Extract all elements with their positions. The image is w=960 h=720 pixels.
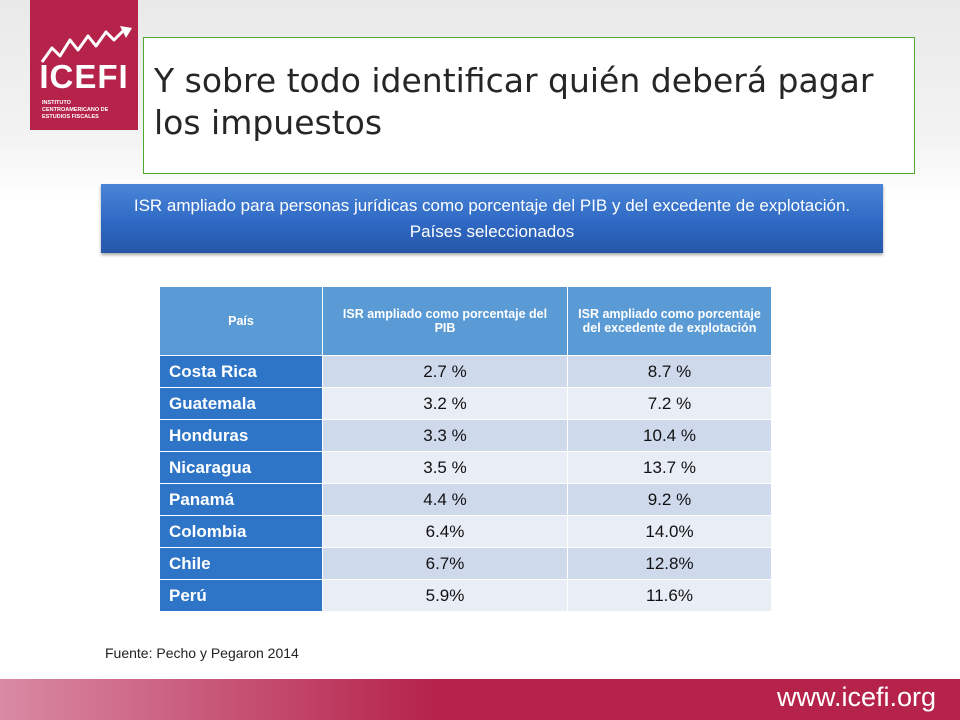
- table-row: Honduras 3.3 % 10.4 %: [159, 419, 772, 452]
- table-row: Colombia 6.4% 14.0%: [159, 515, 772, 548]
- country-cell: Costa Rica: [159, 355, 323, 388]
- excedente-cell: 14.0%: [567, 515, 772, 548]
- excedente-cell: 8.7 %: [567, 355, 772, 388]
- table-header-row: País ISR ampliado como porcentaje del PI…: [159, 286, 772, 356]
- excedente-cell: 7.2 %: [567, 387, 772, 420]
- table-row: Panamá 4.4 % 9.2 %: [159, 483, 772, 516]
- table-row: Costa Rica 2.7 % 8.7 %: [159, 355, 772, 388]
- pib-cell: 2.7 %: [322, 355, 568, 388]
- icefi-logo: ICEFI INSTITUTO CENTROAMERICANO DE ESTUD…: [30, 0, 138, 130]
- column-header-pib: ISR ampliado como porcentaje del PIB: [322, 286, 568, 356]
- excedente-cell: 9.2 %: [567, 483, 772, 516]
- title-box: Y sobre todo identificar quién deberá pa…: [143, 37, 915, 174]
- excedente-cell: 10.4 %: [567, 419, 772, 452]
- country-cell: Perú: [159, 579, 323, 612]
- source-note: Fuente: Pecho y Pegaron 2014: [105, 645, 299, 661]
- excedente-cell: 12.8%: [567, 547, 772, 580]
- column-header-country: País: [159, 286, 323, 356]
- isr-table: País ISR ampliado como porcentaje del PI…: [159, 286, 772, 612]
- pib-cell: 6.7%: [322, 547, 568, 580]
- pib-cell: 5.9%: [322, 579, 568, 612]
- pib-cell: 3.5 %: [322, 451, 568, 484]
- excedente-cell: 13.7 %: [567, 451, 772, 484]
- table-row: Chile 6.7% 12.8%: [159, 547, 772, 580]
- trend-line-icon: [40, 26, 132, 63]
- country-cell: Panamá: [159, 483, 323, 516]
- country-cell: Chile: [159, 547, 323, 580]
- slide-title: Y sobre todo identificar quién deberá pa…: [154, 61, 874, 142]
- country-cell: Guatemala: [159, 387, 323, 420]
- website-link[interactable]: www.icefi.org: [776, 682, 936, 712]
- pib-cell: 3.3 %: [322, 419, 568, 452]
- table-row: Nicaragua 3.5 % 13.7 %: [159, 451, 772, 484]
- country-cell: Honduras: [159, 419, 323, 452]
- column-header-excedente: ISR ampliado como porcentaje del exceden…: [567, 286, 772, 356]
- table-row: Perú 5.9% 11.6%: [159, 579, 772, 612]
- pib-cell: 6.4%: [322, 515, 568, 548]
- footer-bar: www.icefi.org: [0, 679, 960, 720]
- logo-wordmark: ICEFI: [39, 58, 129, 95]
- table-row: Guatemala 3.2 % 7.2 %: [159, 387, 772, 420]
- excedente-cell: 11.6%: [567, 579, 772, 612]
- country-cell: Colombia: [159, 515, 323, 548]
- country-cell: Nicaragua: [159, 451, 323, 484]
- table-caption-banner: ISR ampliado para personas jurídicas com…: [101, 184, 883, 253]
- table-caption: ISR ampliado para personas jurídicas com…: [133, 195, 851, 241]
- logo-subtitle: INSTITUTO CENTROAMERICANO DE ESTUDIOS FI…: [42, 100, 109, 120]
- pib-cell: 4.4 %: [322, 483, 568, 516]
- pib-cell: 3.2 %: [322, 387, 568, 420]
